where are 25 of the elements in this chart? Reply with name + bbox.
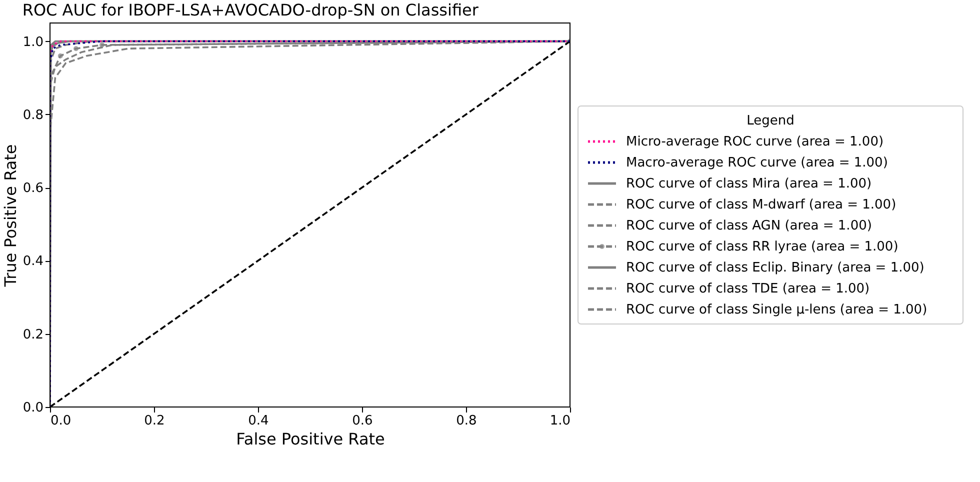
legend-label: ROC curve of class TDE (area = 1.00) [626,282,870,296]
legend-label: Micro-average ROC curve (area = 1.00) [626,134,884,150]
y-tick-label: 1.0 [22,34,44,50]
x-tick-label: 0.0 [50,414,72,428]
y-axis-title: True Positive Rate [0,144,20,288]
x-axis-title: False Positive Rate [236,430,385,448]
legend-label: ROC curve of class AGN (area = 1.00) [626,218,872,234]
y-tick-label: 0.4 [22,254,44,270]
x-tick-label: 0.2 [144,414,165,428]
x-tick-label: 0.4 [248,414,269,428]
y-tick-label: 0.8 [22,108,44,123]
legend-label: ROC curve of class Eclip. Binary (area = 1.00) [626,260,924,276]
legend-label: ROC curve of class RR lyrae (area = 1.00) [626,240,898,254]
legend-title: Legend [746,114,794,128]
legend-label: ROC curve of class Mira (area = 1.00) [626,176,872,192]
x-tick-label: 1.0 [550,414,570,428]
y-tick-label: 0.0 [22,400,44,416]
chart-title: ROC AUC for IBOPF-LSA+AVOCADO-drop-SN on Classifier [22,0,479,20]
y-tick-label: 0.2 [22,327,44,342]
legend-label: ROC curve of class M-dwarf (area = 1.00) [626,198,896,212]
legend-label: Macro-average ROC curve (area = 1.00) [626,156,888,170]
legend-label: ROC curve of class Single μ-lens (area = 1.00) [626,302,928,318]
x-tick-label: 0.6 [352,414,373,428]
y-tick-label: 0.6 [22,181,44,196]
x-tick-label: 0.8 [456,414,477,428]
